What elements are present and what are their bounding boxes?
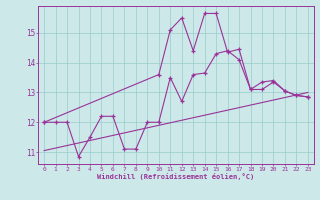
- X-axis label: Windchill (Refroidissement éolien,°C): Windchill (Refroidissement éolien,°C): [97, 173, 255, 180]
